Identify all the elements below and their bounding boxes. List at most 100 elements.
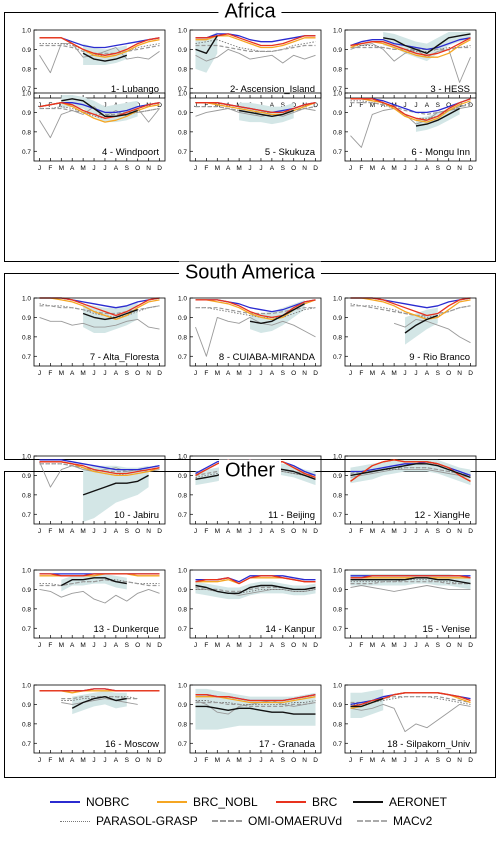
panel-1-ytick-label: 1.0 [22, 28, 31, 35]
panel-2-xtick-label: A [226, 102, 231, 109]
panel-2-xtick-label: A [270, 102, 275, 109]
panel-11-ytick-label: 0.7 [178, 512, 187, 519]
panel-3-xtick-label: A [381, 102, 386, 109]
panel-6-line-brc-nobl [350, 98, 471, 123]
legend-item-parasol: PARASOL-GRASP [60, 814, 198, 828]
panel-15-xtick-label: M [370, 642, 375, 649]
panel-16-xtick-label: O [135, 757, 140, 764]
panel-3-xtick-label: J [414, 102, 417, 109]
panel-14-xtick-label: M [236, 642, 241, 649]
panel-9-xtick-label: S [436, 370, 441, 377]
panel-8-xtick-label: J [259, 370, 262, 377]
panel-2-ytick-label: 1.0 [178, 28, 187, 35]
panel-2-xtick-label: J [194, 102, 197, 109]
panel-11-ytick-label: 1.0 [178, 454, 187, 461]
panel-16-ytick-label: 0.8 [22, 721, 31, 728]
panel-8-xtick-label: O [291, 370, 296, 377]
panel-16-xtick-label: S [125, 757, 130, 764]
panel-15-xtick-label: J [414, 642, 417, 649]
panel-1-ytick-label: 0.8 [22, 66, 31, 73]
panel-14-xtick-label: S [281, 642, 286, 649]
panel-11-xtick-label: J [259, 528, 262, 535]
panel-15-line-parasol-grasp [350, 579, 471, 585]
panel-3-uncertainty-band [383, 31, 471, 62]
panel-3-xtick-label: O [446, 102, 451, 109]
panel-16-title: 16 - Moscow [105, 739, 159, 750]
panel-10-title: 10 - Jabiru [114, 510, 159, 521]
panel-11-xtick-label: S [281, 528, 286, 535]
panel-11-xtick-label: O [291, 528, 296, 535]
panel-13-xtick-label: O [135, 642, 140, 649]
panel-15-line-omi-omaeruvd [350, 581, 471, 585]
legend-label-brc-nobl: BRC_NOBL [193, 795, 258, 809]
panel-7-line-omi-omaeruvd [39, 305, 160, 315]
legend-label-omi: OMI-OMAERUVd [248, 814, 343, 828]
legend-swatch-omi [212, 820, 242, 822]
panel-4-line-omi-omaeruvd [39, 107, 160, 115]
panel-6-xtick-label: O [446, 165, 451, 172]
panel-8-xtick-label: M [236, 370, 241, 377]
panel-7-xtick-label: A [114, 370, 119, 377]
panel-13-xtick-label: A [70, 642, 75, 649]
legend-label-brc: BRC [312, 795, 338, 809]
panel-3-ytick-label: 0.9 [333, 47, 342, 54]
panel-14-line-brc [195, 575, 316, 585]
panel-8-line-aeronet [249, 303, 305, 324]
panel-9-xtick-label: M [391, 370, 396, 377]
panel-4-xtick-label: A [114, 165, 119, 172]
panel-2-ytick-label: 0.7 [178, 86, 187, 93]
panel-15-xtick-label: O [446, 642, 451, 649]
panel-16-uncertainty-band [72, 690, 127, 715]
panel-17-xtick-label: N [302, 757, 307, 764]
region-title-south-america: South America [178, 261, 322, 285]
panel-3-xtick-label: J [403, 102, 406, 109]
panel-13-ytick-label: 0.9 [22, 587, 31, 594]
panel-1-frame [33, 29, 166, 99]
panel-6-ytick-label: 0.9 [333, 110, 342, 117]
panel-1-xtick-label: N [146, 102, 151, 109]
panel-5-ytick-label: 1.0 [178, 91, 187, 98]
panel-5-ytick-label: 0.9 [178, 110, 187, 117]
panel-9-line-brc-nobl [350, 297, 471, 321]
panel-12-xtick-label: F [359, 528, 363, 535]
panel-13-title: 13 - Dunkerque [94, 624, 159, 635]
legend-item-brc-nobl: BRC_NOBL [157, 795, 258, 809]
panel-14-xtick-label: O [291, 642, 296, 649]
panel-18-line-brc [350, 692, 471, 708]
panel-14-ytick-label: 0.7 [178, 626, 187, 633]
panel-10-xtick-label: A [114, 528, 119, 535]
panel-8-xtick-label: A [226, 370, 231, 377]
legend-label-macv2: MACv2 [393, 814, 433, 828]
panel-10-line-nobrc [39, 459, 160, 471]
panel-13-line-omi-omaeruvd [39, 579, 160, 587]
panel-15-xtick-label: N [457, 642, 462, 649]
panel-12-xtick-label: J [349, 528, 352, 535]
panel-5-xtick-label: M [215, 165, 220, 172]
panel-14-xtick-label: F [204, 642, 208, 649]
panel-18-xtick-label: N [457, 757, 462, 764]
panel-3-xtick-label: M [370, 102, 375, 109]
panel-6-frame [344, 92, 477, 162]
panel-5-xtick-label: J [248, 165, 251, 172]
panel-14-line-aeronet [195, 584, 316, 594]
panel-4-line-brc [39, 102, 160, 119]
panel-10-line-brc [39, 461, 160, 475]
panel-12-line-macv2 [350, 469, 471, 478]
panel-1-line-aeronet [82, 52, 128, 62]
panel-6-xtick-label: N [457, 165, 462, 172]
panel-18-line-macv2 [350, 703, 471, 733]
panel-12-line-aeronet [350, 463, 471, 479]
panel-10-ytick-label: 0.9 [22, 473, 31, 480]
panel-5-title: 5 - Skukuza [265, 147, 316, 158]
legend-item-nobrc: NOBRC [50, 795, 129, 809]
panel-1-line-brc [39, 37, 160, 56]
panel-15-xtick-label: J [403, 642, 406, 649]
panel-16-xtick-label: M [80, 757, 85, 764]
panel-7-ytick-label: 0.7 [22, 354, 31, 361]
panel-4-xtick-label: A [70, 165, 75, 172]
legend: NOBRC BRC_NOBL BRC AERONET PARASOL-GRASP… [0, 788, 500, 848]
panel-17-ytick-label: 1.0 [178, 683, 187, 690]
panel-10-xtick-label: N [146, 528, 151, 535]
panel-15-title: 15 - Venise [422, 624, 470, 635]
panel-11-ytick-label: 0.9 [178, 473, 187, 480]
